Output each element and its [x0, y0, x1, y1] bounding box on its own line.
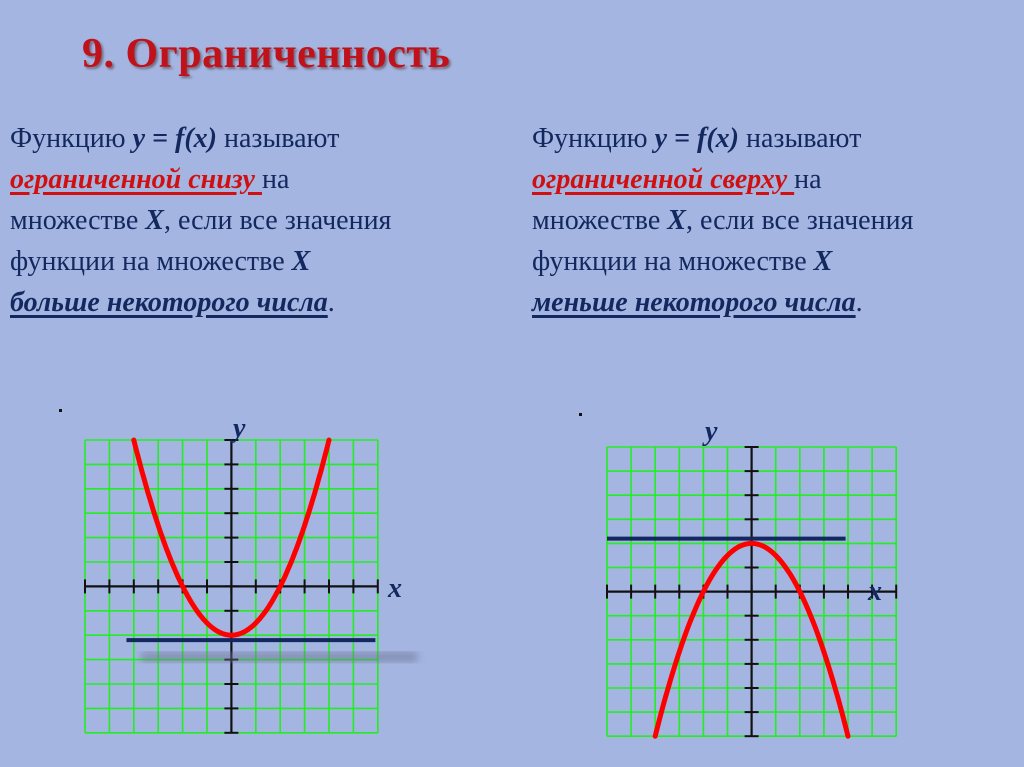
x-axis-label: x [867, 576, 882, 607]
graph-bounded-below: xy [84, 413, 418, 734]
definition-bounded-above: Функцию y = f(x) называют ограниченной с… [532, 118, 1022, 323]
condition: меньше некоторого числа [532, 287, 856, 318]
text: Функцию [532, 123, 655, 154]
set-symbol: X [813, 246, 833, 277]
set-symbol: X [145, 205, 164, 236]
graph-bounded-above: xy [606, 416, 898, 739]
bullet-dot [59, 409, 62, 412]
text: , если все значения [685, 205, 914, 236]
formula: y = f(x) [132, 123, 217, 154]
bound-line-shadow [141, 652, 418, 663]
term-bounded-above: ограниченной сверху [532, 164, 795, 195]
parabola-curve [131, 437, 332, 638]
bullet-dot [579, 413, 582, 416]
set-symbol: X [291, 246, 311, 277]
text: . [327, 287, 335, 318]
text: множестве [532, 205, 668, 236]
y-axis-label: y [230, 413, 246, 444]
parabola-curve [652, 540, 851, 739]
text: , если все значения [163, 205, 392, 236]
text: называют [738, 123, 862, 154]
text: функции на множестве [532, 246, 814, 277]
y-axis-label: y [702, 416, 718, 447]
text: на [794, 164, 822, 195]
text: функции на множестве [10, 246, 292, 277]
term-bounded-below: ограниченной снизу [10, 164, 262, 195]
text: называют [216, 123, 340, 154]
set-symbol: X [667, 205, 686, 236]
text: Функцию [10, 123, 133, 154]
text: множестве [10, 205, 146, 236]
slide-title: 9. Ограниченность [82, 31, 451, 77]
x-axis-label: x [387, 573, 402, 604]
definition-bounded-below: Функцию y = f(x) называют ограниченной с… [10, 118, 500, 323]
text: . [855, 287, 863, 318]
condition: больше некоторого числа [10, 287, 328, 318]
text: на [261, 164, 290, 195]
formula: y = f(x) [654, 123, 739, 154]
